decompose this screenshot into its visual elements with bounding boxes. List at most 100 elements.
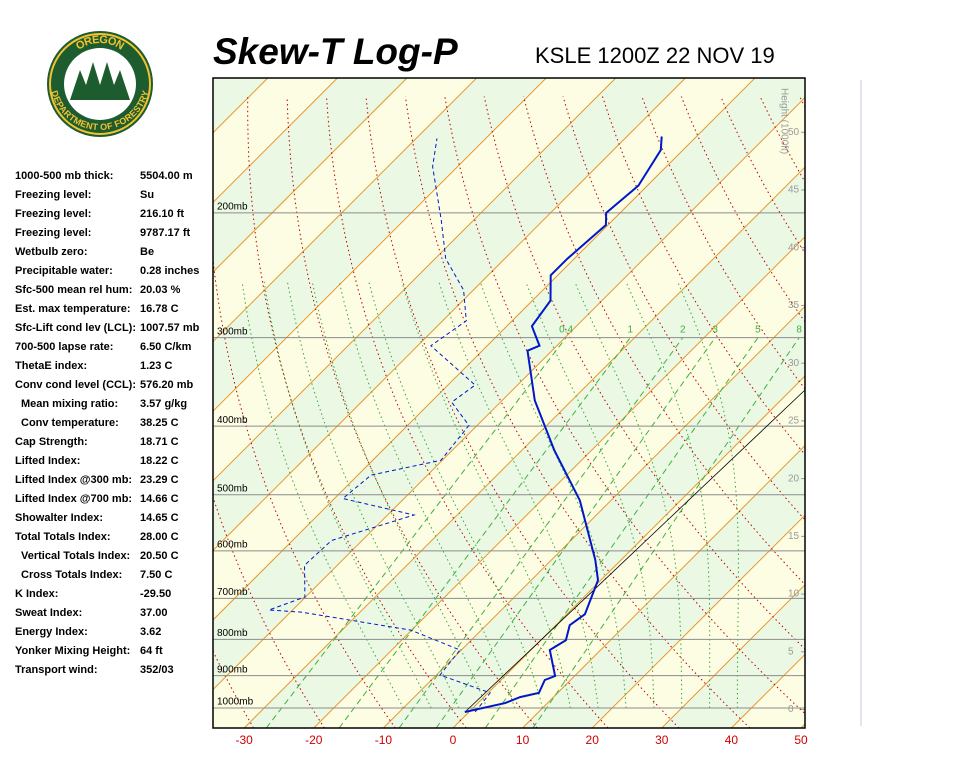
- y2-tick-label: 50: [788, 127, 800, 138]
- p-tick-label: 300mb: [217, 326, 248, 337]
- stat-label: 700-500 lapse rate:: [15, 341, 113, 353]
- stat-value: 14.66 C: [140, 493, 179, 505]
- stat-label: Transport wind:: [15, 664, 98, 676]
- mixing-ratio-label: 1: [627, 324, 633, 335]
- moist-adiabat: [438, 281, 599, 709]
- stat-value: 1007.57 mb: [140, 322, 200, 334]
- stats: 1000-500 mb thick: 5504.00 m Freezing leve…: [15, 170, 200, 676]
- isotherm: [800, 723, 805, 728]
- dry-adiabat: [444, 96, 805, 715]
- dry-adiabat: [918, 97, 960, 729]
- y2-label: Height (1000ft): [778, 88, 789, 154]
- stat-label: Freezing level:: [15, 227, 91, 239]
- stat-label: Precipitable water:: [15, 265, 113, 277]
- y2-tick-label: 20: [788, 473, 800, 484]
- stat-value: 0.28 inches: [140, 265, 199, 277]
- logo-top-text: OREGON: [74, 34, 126, 53]
- dry-adiabat: [326, 96, 609, 728]
- y2-tick-label: 25: [788, 416, 800, 427]
- moist-adiabat: [241, 281, 404, 709]
- isotherm: [591, 514, 805, 728]
- stat-label: Total Totals Index:: [15, 531, 111, 543]
- p-tick-label: 400mb: [217, 415, 248, 426]
- stat-label: Cross Totals Index:: [21, 569, 122, 581]
- logo-center: [64, 48, 136, 120]
- mixing-ratio-line: [398, 337, 684, 728]
- p-tick-label: 600mb: [217, 540, 248, 551]
- stat-value: 216.10 ft: [140, 208, 184, 220]
- x-tick-label: 50: [794, 733, 808, 747]
- stat-label: Yonker Mixing Height:: [15, 645, 130, 657]
- dry-adiabat: [878, 97, 960, 729]
- stat-value: 14.65 C: [140, 512, 179, 524]
- mixing-ratio-line: [338, 337, 631, 728]
- isotherm: [522, 444, 805, 728]
- x-tick-label: 40: [725, 733, 739, 747]
- isotherm: [243, 166, 805, 728]
- p-tick-label: 700mb: [217, 587, 248, 598]
- stat-value: 20.50 C: [140, 550, 179, 562]
- p-tick-label: 1000mb: [217, 697, 254, 708]
- stat-value: 28.00 C: [140, 531, 179, 543]
- y2-tick-label: 10: [788, 589, 800, 600]
- stat-label: Conv cond level (CCL):: [15, 379, 136, 391]
- isotherm: [213, 78, 547, 412]
- logo-trees: [70, 62, 130, 100]
- plot-border: [212, 77, 806, 729]
- stat-value: 20.03 %: [140, 284, 181, 296]
- stat-label: Freezing level:: [15, 189, 91, 201]
- stat-label: Cap Strength:: [15, 436, 88, 448]
- moist-adiabat: [479, 281, 627, 709]
- stat-label: Lifted Index @700 mb:: [15, 493, 132, 505]
- x-tick-label: -10: [375, 733, 393, 747]
- x-tick-label: 30: [655, 733, 669, 747]
- stat-label: Freezing level:: [15, 208, 91, 220]
- stat-value: Be: [140, 246, 154, 258]
- stat-label: Sweat Index:: [15, 607, 82, 619]
- mixing-ratio-line: [532, 337, 800, 728]
- moist-adiabat: [263, 281, 432, 709]
- stat-value: 38.25 C: [140, 417, 179, 429]
- stat-value: Su: [140, 189, 154, 201]
- x-tick-label: 10: [516, 733, 530, 747]
- stat-label: Conv temperature:: [21, 417, 119, 429]
- logo: OREGON DEPARTMENT OF FORESTRY: [47, 31, 153, 137]
- isotherm: [383, 305, 805, 728]
- moist-adiabat: [525, 281, 655, 709]
- dry-adiabat: [483, 96, 805, 650]
- stat-value: 18.71 C: [140, 436, 179, 448]
- moist-adiabat: [338, 281, 516, 709]
- isotherm: [213, 78, 338, 204]
- stat-value: 16.78 C: [140, 303, 179, 315]
- stat-value: 3.62: [140, 626, 161, 638]
- isotherm: [213, 78, 686, 552]
- stat-label: 1000-500 mb thick:: [15, 170, 113, 182]
- stat-value: 64 ft: [140, 645, 163, 657]
- stat-value: 7.50 C: [140, 569, 172, 581]
- moist-adiabat: [286, 281, 460, 709]
- stat-value: 6.50 C/km: [140, 341, 192, 353]
- p-tick-label: 800mb: [217, 628, 248, 639]
- y2-tick-label: 40: [788, 242, 800, 253]
- stat-value: 18.22 C: [140, 455, 179, 467]
- p-tick-label: 200mb: [217, 202, 248, 213]
- y2-tick-label: 45: [788, 185, 800, 196]
- mixing-ratio-label: 2: [680, 324, 686, 335]
- stat-label: Lifted Index:: [15, 455, 80, 467]
- x-tick-label: 0: [450, 733, 457, 747]
- dry-adiabat: [523, 96, 805, 586]
- mixing-ratio-line: [265, 337, 567, 728]
- dry-adiabat: [213, 495, 325, 728]
- stat-value: -29.50: [140, 588, 171, 600]
- dry-adiabat: [213, 649, 254, 728]
- stat-label: Sfc-Lift cond lev (LCL):: [15, 322, 136, 334]
- moist-adiabat: [625, 281, 711, 708]
- y2-tick-label: 5: [788, 646, 794, 657]
- dry-adiabat: [839, 97, 960, 729]
- x-tick-label: -20: [305, 733, 323, 747]
- x-tick-label: 20: [586, 733, 600, 747]
- stat-value: 9787.17 ft: [140, 227, 190, 239]
- stat-label: Lifted Index @300 mb:: [15, 474, 132, 486]
- stat-label: Energy Index:: [15, 626, 88, 638]
